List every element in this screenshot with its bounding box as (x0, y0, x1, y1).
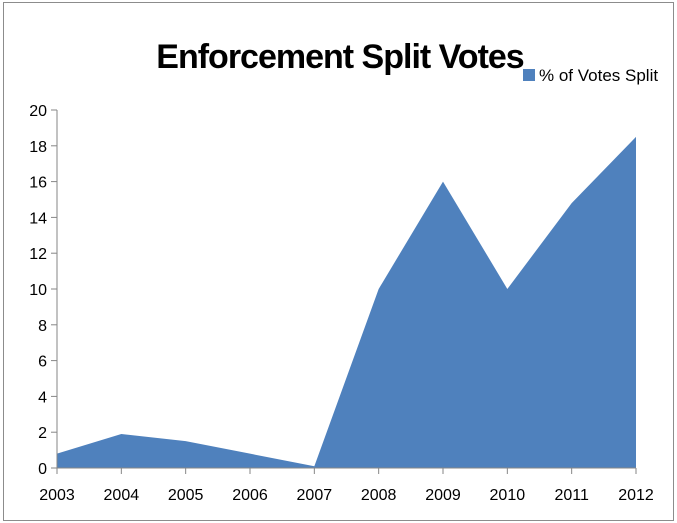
y-axis: 0 2 4 6 8 10 12 14 16 18 20 (29, 103, 58, 478)
x-tick-label: 2005 (168, 487, 204, 504)
x-tick-label: 2008 (361, 487, 397, 504)
series-area-votes-split (57, 136, 636, 468)
plot-area (57, 136, 636, 468)
legend-swatch (523, 69, 535, 81)
y-tick-label: 12 (29, 246, 47, 263)
chart-title: Enforcement Split Votes (156, 38, 524, 76)
y-tick-label: 4 (38, 389, 47, 406)
x-tick-label: 2003 (39, 487, 75, 504)
x-tick-label: 2006 (232, 487, 268, 504)
x-axis: 2003 2004 2005 2006 2007 2008 2009 2010 2011 2012 (39, 467, 654, 504)
y-tick-label: 8 (38, 318, 47, 335)
x-tick-label: 2012 (618, 487, 654, 504)
y-tick-label: 20 (29, 103, 47, 120)
legend: % of Votes Split (523, 66, 658, 85)
x-tick-label: 2011 (554, 487, 589, 504)
y-tick-label: 18 (29, 139, 47, 156)
x-tick-label: 2009 (425, 487, 461, 504)
y-tick-label: 14 (29, 210, 47, 227)
y-tick-label: 16 (29, 175, 47, 192)
y-tick-label: 0 (38, 461, 47, 478)
x-tick-label: 2010 (490, 487, 526, 504)
x-tick-label: 2004 (104, 487, 140, 504)
y-tick-label: 10 (29, 282, 47, 299)
x-tick-label: 2007 (297, 487, 333, 504)
y-tick-label: 2 (38, 425, 47, 442)
y-tick-label: 6 (38, 354, 47, 371)
legend-label: % of Votes Split (539, 66, 658, 85)
